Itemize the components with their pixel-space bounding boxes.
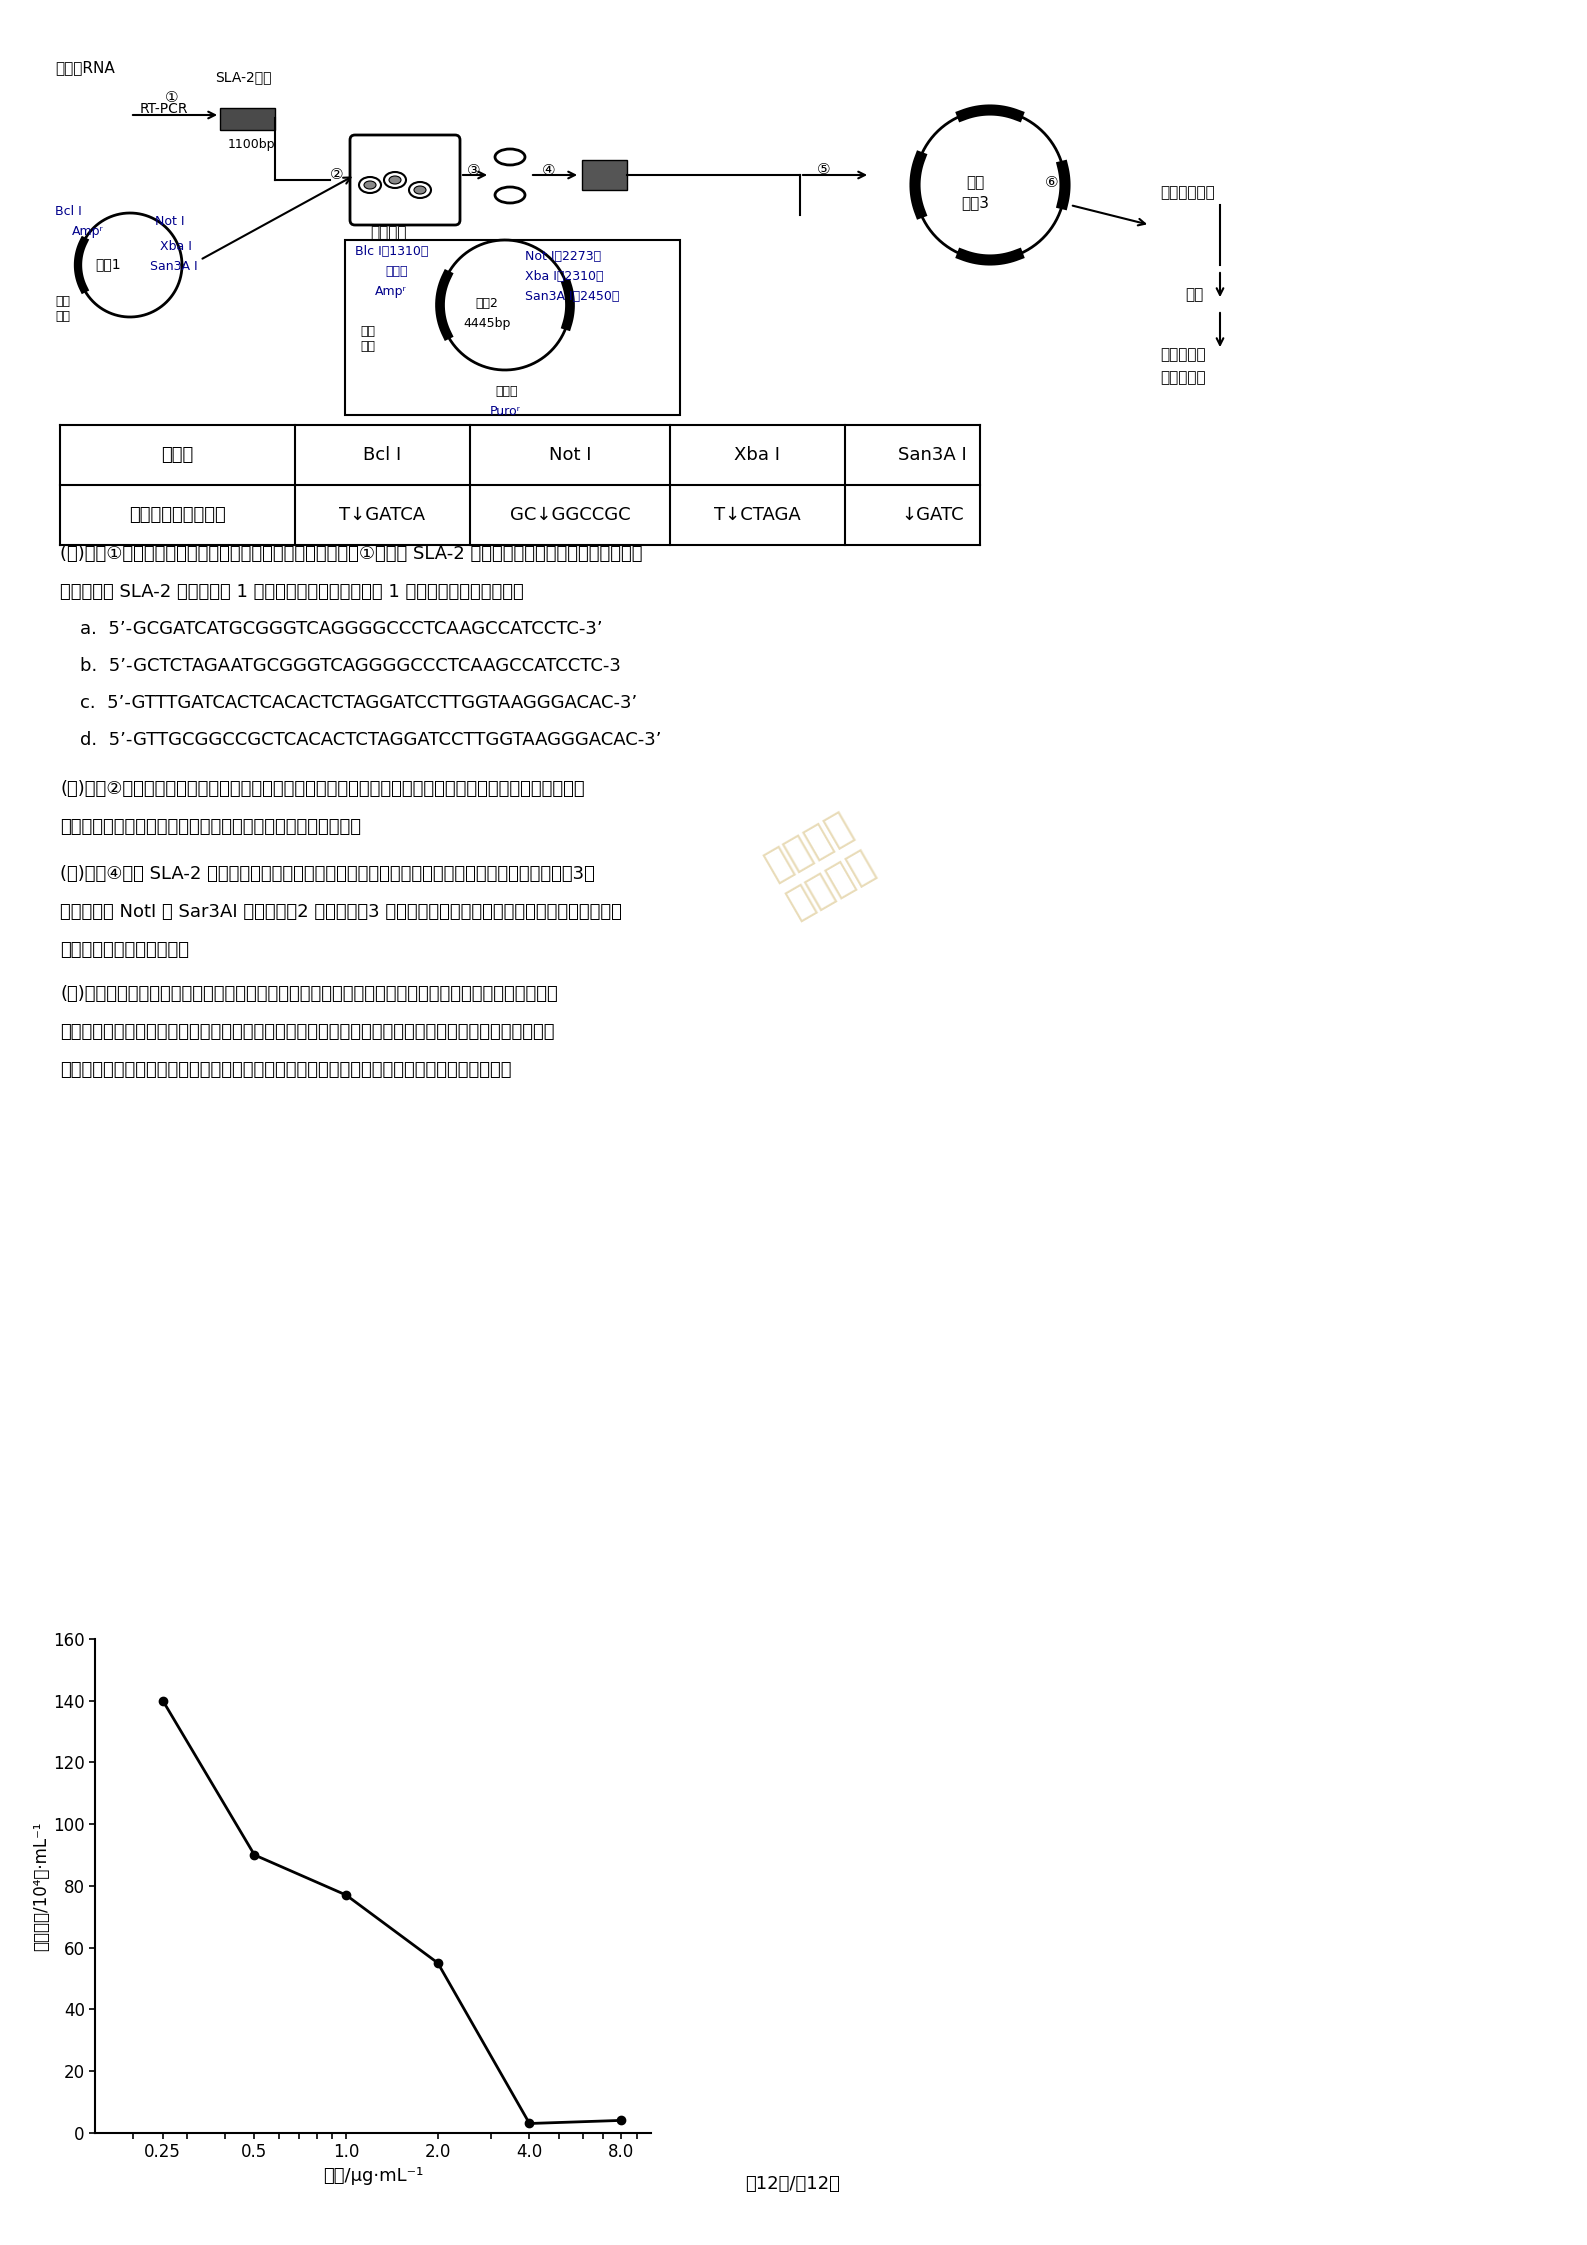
Text: 質粒2: 質粒2 <box>476 296 498 310</box>
Text: 出转化的猪肾上皮细胞。为确定最小致死浓度，科研人员利用未转化的猪肾上皮细胞进行了相关实验。结: 出转化的猪肾上皮细胞。为确定最小致死浓度，科研人员利用未转化的猪肾上皮细胞进行了… <box>60 1024 554 1042</box>
Text: Puroʳ: Puroʳ <box>490 404 521 418</box>
Text: (１)过程①需要的酶有　　　　　　与细胞内基因相比，过程①获得的 SLA-2 基因在结构上不具有　　　　　　。: (１)过程①需要的酶有 与细胞内基因相比，过程①获得的 SLA-2 基因在结构上… <box>60 546 643 563</box>
Text: ③: ③ <box>467 164 481 177</box>
Text: Blc I（1310）: Blc I（1310） <box>355 245 428 258</box>
Text: Bcl I: Bcl I <box>56 204 83 218</box>
Ellipse shape <box>409 182 432 198</box>
Text: a.  5’-GCGATCATGCGGGTCAGGGGCCCTCAAGCCATCCTC-3’: a. 5’-GCGATCATGCGGGTCAGGGGCCCTCAAGCCATCC… <box>79 620 603 638</box>
Text: Not I: Not I <box>156 216 184 229</box>
Text: 產抗原肥豬: 產抗原肥豬 <box>1160 348 1206 361</box>
Text: T↓GATCA: T↓GATCA <box>340 505 425 523</box>
Text: 的电泳条带。: 的电泳条带。 <box>60 941 189 959</box>
Text: San3A I（2450）: San3A I（2450） <box>525 290 619 303</box>
Text: San3A I: San3A I <box>151 260 198 274</box>
Text: 啟動子: 啟動子 <box>386 265 408 278</box>
Ellipse shape <box>389 175 402 184</box>
Text: Xba Ⅰ: Xba Ⅰ <box>735 447 781 465</box>
Text: 4445bp: 4445bp <box>463 317 511 330</box>
Bar <box>221 108 275 130</box>
Text: 篩選: 篩選 <box>1185 287 1203 303</box>
Text: Not I（2273）: Not I（2273） <box>525 249 601 263</box>
Text: Xba I（2310）: Xba I（2310） <box>525 269 603 283</box>
Text: (３)过程④需将 SLA-2 基因插入启动子与终止子之间，目的是　　　　　　。为鉴定与验识重组质粒3，: (３)过程④需将 SLA-2 基因插入启动子与终止子之间，目的是 。为鉴定与验识… <box>60 864 595 882</box>
Text: 1100bp: 1100bp <box>229 137 276 150</box>
Ellipse shape <box>384 173 406 189</box>
Text: 研究人员用 NotI 和 Sar3AI 完酥切质粒2 和重组质粒3 后电泳并比较。请在答题纸相应位置画当可能得到: 研究人员用 NotI 和 Sar3AI 完酥切质粒2 和重组质粒3 后电泳并比较… <box>60 902 622 920</box>
Text: 重組: 重組 <box>966 175 984 191</box>
Text: SLA-2基因: SLA-2基因 <box>214 70 271 83</box>
Text: 豬腎上皮細胞: 豬腎上皮細胞 <box>1160 184 1214 200</box>
Text: 第12页/全12页: 第12页/全12页 <box>746 2175 841 2193</box>
Text: San3A Ⅰ: San3A Ⅰ <box>898 447 966 465</box>
Text: 原點: 原點 <box>56 310 70 323</box>
Text: Xba I: Xba I <box>160 240 192 254</box>
Bar <box>582 159 627 191</box>
Y-axis label: 细胞数量/10⁴个·mL⁻¹: 细胞数量/10⁴个·mL⁻¹ <box>32 1821 51 1951</box>
Text: b.  5’-GCTCTAGAATGCGGGTCAGGGGCCCTCAAGCCATCCTC-3: b. 5’-GCTCTAGAATGCGGGTCAGGGGCCCTCAAGCCAT… <box>79 658 621 676</box>
Text: ①: ① <box>165 90 179 106</box>
Text: ②: ② <box>330 166 344 182</box>
Text: ↓GATC: ↓GATC <box>901 505 963 523</box>
Text: T↓CTAGA: T↓CTAGA <box>714 505 801 523</box>
FancyBboxPatch shape <box>351 135 460 224</box>
Text: 質粒3: 質粒3 <box>962 195 989 211</box>
Text: 質粒1: 質粒1 <box>95 256 121 272</box>
Text: Not Ⅰ: Not Ⅰ <box>549 447 592 465</box>
Text: 大腸桿菌: 大腸桿菌 <box>370 224 406 240</box>
Text: d.  5’-GTTGCGGCCGCTCACACTCTAGGATCCTTGGTAAGGGACAC-3’: d. 5’-GTTGCGGCCGCTCACACTCTAGGATCCTTGGTAA… <box>79 732 662 750</box>
Text: 为使获得的 SLA-2 基因与质粒 1 定向连接，扩展时应选用的 1 对引物为　　　　　　。: 为使获得的 SLA-2 基因与质粒 1 定向连接，扩展时应选用的 1 对引物为 … <box>60 584 524 602</box>
Text: 腎上皮細胞: 腎上皮細胞 <box>1160 370 1206 384</box>
Ellipse shape <box>495 148 525 164</box>
Ellipse shape <box>495 186 525 202</box>
Text: 识别序列及切割位点: 识别序列及切割位点 <box>129 505 225 523</box>
Text: 復制
原點: 復制 原點 <box>360 326 375 352</box>
Text: GC↓GGCCGC: GC↓GGCCGC <box>509 505 630 523</box>
Text: (４)研究中，一般利用最小致死浓度（使某种细胞全部死亡的最小浓度）的嘱咐霓素溶液浸渏细胞以筛选: (４)研究中，一般利用最小致死浓度（使某种细胞全部死亡的最小浓度）的嘱咐霓素溶液… <box>60 986 557 1004</box>
Text: ⑥: ⑥ <box>1044 175 1059 191</box>
Text: (２)过程②为酥切、连接后的重组质粒转化处于　　　　　　的大肠杆菌，转化后采用含　　　　　　的平板: (２)过程②为酥切、连接后的重组质粒转化处于 的大肠杆菌，转化后采用含 的平板 <box>60 779 584 797</box>
Text: ④: ④ <box>543 164 555 177</box>
Ellipse shape <box>414 186 425 193</box>
Text: 終止子: 終止子 <box>495 384 517 397</box>
Text: 復制: 復制 <box>56 294 70 308</box>
Text: 限制酶: 限制酶 <box>162 447 194 465</box>
Text: 細胞總RNA: 細胞總RNA <box>56 61 114 74</box>
X-axis label: 浓度/μg·mL⁻¹: 浓度/μg·mL⁻¹ <box>322 2166 424 2184</box>
Text: 高考知道
學習資料: 高考知道 學習資料 <box>759 806 881 925</box>
Text: Bcl Ⅰ: Bcl Ⅰ <box>363 447 402 465</box>
Text: Ampʳ: Ampʳ <box>71 224 103 238</box>
Ellipse shape <box>359 177 381 193</box>
Text: RT-PCR: RT-PCR <box>140 101 189 117</box>
Text: 筛选。筛选获得的大肠杆菌扩大培养，其目的是　　　　　　。: 筛选。筛选获得的大肠杆菌扩大培养，其目的是 。 <box>60 817 360 835</box>
Text: 果如下图。根据结果，应使用浓度为　　　　　　的嘱咐霓素溶液浸渏，理由是　　　　　　。: 果如下图。根据结果，应使用浓度为 的嘱咐霓素溶液浸渏，理由是 。 <box>60 1062 511 1080</box>
Text: c.  5’-GTTTGATCACTCACACTCTAGGATCCTTGGTAAGGGACAC-3’: c. 5’-GTTTGATCACTCACACTCTAGGATCCTTGGTAAG… <box>79 694 638 712</box>
Text: Ampʳ: Ampʳ <box>375 285 406 299</box>
Bar <box>344 240 679 415</box>
Text: ⑤: ⑤ <box>817 162 830 177</box>
Ellipse shape <box>363 182 376 189</box>
